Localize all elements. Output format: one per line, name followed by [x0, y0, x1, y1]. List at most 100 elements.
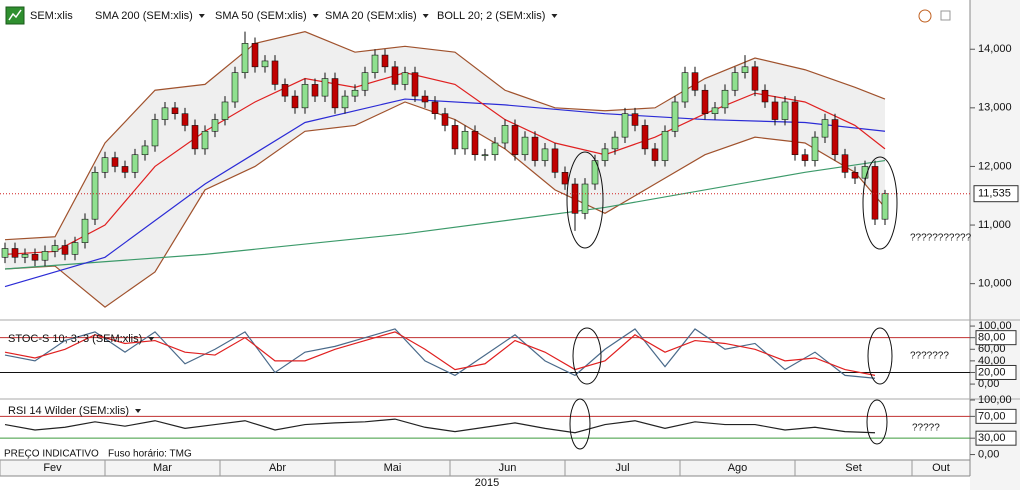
y-tick-label: 14,000	[978, 43, 1012, 55]
annotation: ???????	[910, 351, 949, 362]
y-tick-box	[975, 408, 1017, 424]
legend-dropdown[interactable]	[198, 14, 205, 18]
symbol-label: SEM:xlis	[30, 10, 73, 22]
y-tick-label: 10,000	[978, 278, 1012, 290]
y-tick-label: 0,00	[978, 448, 999, 460]
legend-entry[interactable]: SMA 200 (SEM:xlis)	[95, 10, 193, 22]
candle-body	[231, 72, 239, 103]
candle-body	[331, 78, 339, 109]
legend-entry[interactable]: BOLL 20; 2 (SEM:xlis)	[437, 10, 545, 22]
candle-body	[171, 107, 179, 114]
candle-body	[581, 183, 589, 214]
y-axis-area	[970, 0, 1020, 490]
candle-body	[781, 101, 789, 120]
candle-body	[211, 119, 219, 132]
candle-body	[801, 154, 809, 161]
y-tick-label: 11,000	[978, 219, 1011, 231]
indicator-line	[4, 159, 886, 270]
candle-body	[51, 245, 59, 252]
candle-body	[131, 154, 139, 173]
candle-body	[251, 43, 259, 68]
legend-dropdown[interactable]	[312, 14, 319, 18]
candle-body	[761, 89, 769, 103]
highlight-ellipse	[866, 399, 888, 445]
candle-body	[181, 113, 189, 126]
panel-dropdown[interactable]	[135, 409, 142, 413]
candle-body	[71, 242, 79, 255]
candle-body	[451, 125, 459, 150]
candle-body	[81, 218, 89, 243]
y-tick-box	[975, 364, 1017, 380]
legend-dropdown[interactable]	[551, 14, 558, 18]
candle-body	[481, 154, 489, 157]
candle-body	[301, 84, 309, 109]
candle-body	[501, 125, 509, 144]
toolbar-icon[interactable]	[918, 9, 932, 23]
candle-body	[91, 172, 99, 220]
candle-body	[401, 72, 409, 85]
y-tick-label: 80,00	[978, 332, 1006, 344]
candle-body	[391, 66, 399, 85]
candle-body	[651, 148, 659, 161]
candle-body	[731, 72, 739, 91]
highlight-ellipse	[569, 398, 591, 450]
candle-body	[21, 254, 29, 258]
candle-body	[371, 54, 379, 73]
candle-body	[771, 101, 779, 120]
candle-body	[561, 172, 569, 185]
candle-body	[611, 136, 619, 150]
toolbar-icon[interactable]	[940, 10, 951, 21]
y-tick-label: 12,000	[978, 160, 1012, 172]
candle-body	[341, 95, 349, 109]
panel-title: RSI 14 Wilder (SEM:xlis)	[8, 405, 129, 417]
y-tick-label: 30,00	[978, 432, 1006, 444]
legend-entry[interactable]: SMA 50 (SEM:xlis)	[215, 10, 307, 22]
candle-body	[741, 66, 749, 73]
x-tick-label: Jul	[615, 462, 629, 474]
candle-body	[441, 113, 449, 126]
candle-body	[201, 130, 209, 150]
highlight-ellipse	[862, 156, 898, 250]
y-tick-box	[975, 330, 1017, 346]
annotation: ???????????	[910, 233, 972, 244]
candle-body	[261, 60, 269, 68]
x-tick-label: Mai	[384, 462, 402, 474]
y-tick-label: 13,000	[978, 102, 1012, 114]
candle-body	[31, 254, 39, 261]
candle-body	[791, 101, 799, 156]
candle-body	[631, 113, 639, 126]
candle-body	[721, 89, 729, 109]
candle-body	[381, 54, 389, 68]
candle-body	[431, 101, 439, 114]
legend-entry[interactable]: SMA 20 (SEM:xlis)	[325, 10, 417, 22]
candle-body	[681, 72, 689, 103]
candle-body	[821, 119, 829, 138]
panel-dropdown[interactable]	[148, 337, 155, 341]
x-tick-label: Mar	[153, 462, 172, 474]
annotation: ?????	[912, 423, 940, 434]
y-tick-box	[975, 430, 1017, 446]
y-tick-label: 60,00	[978, 343, 1006, 355]
panel-title: STOC-S 10; 3; 3 (SEM:xlis)	[8, 333, 142, 345]
candle-body	[641, 125, 649, 150]
candle-body	[871, 166, 879, 220]
candle-body	[221, 101, 229, 120]
y-tick-label: 100,00	[978, 394, 1012, 406]
candle-body	[141, 145, 149, 156]
legend-dropdown[interactable]	[422, 14, 429, 18]
symbol-icon[interactable]	[5, 6, 25, 25]
candle-body	[701, 89, 709, 114]
y-tick-label: 0,00	[978, 378, 999, 390]
candle-body	[551, 148, 559, 173]
candle-body	[841, 154, 849, 173]
candle-body	[861, 166, 869, 179]
candle-body	[521, 136, 529, 156]
candle-body	[101, 157, 109, 173]
candle-body	[461, 130, 469, 150]
x-axis-area	[0, 460, 970, 476]
x-tick-label: Jun	[499, 462, 517, 474]
candle-body	[711, 107, 719, 114]
band-upper	[4, 31, 886, 241]
candle-body	[571, 183, 579, 214]
candle-body	[111, 157, 119, 167]
